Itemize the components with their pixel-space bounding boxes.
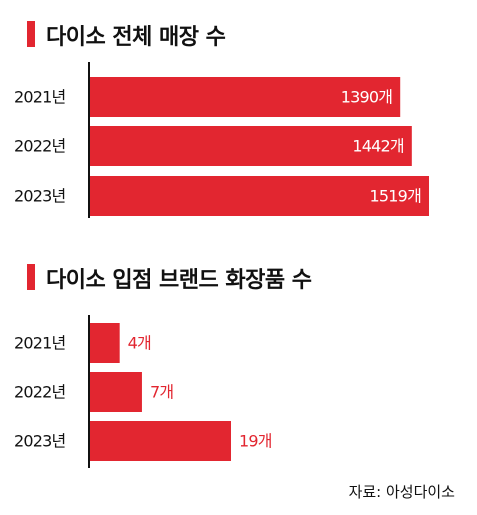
source-note: 자료: 아성다이소 [348,483,455,501]
category-tick-label: 2022년 [14,137,66,156]
bar-value-label: 7개 [150,383,173,402]
bar [90,372,142,412]
chart-title: 다이소 입점 브랜드 화장품 수 [46,268,312,293]
plot-area: 2021년 4개 2022년 7개 2023년 19개 [14,315,273,468]
category-tick-label: 2023년 [14,432,66,451]
bar [90,77,401,117]
bar-value-label: 4개 [128,334,151,353]
bar-value-label: 1442개 [352,137,404,156]
title-accent-bar [27,264,35,290]
bar [90,421,231,461]
bar-value-label: 1519개 [370,187,422,206]
bar-value-label: 19개 [239,432,272,451]
bar [90,323,120,363]
plot-area: 2021년 1390개 2022년 1442개 2023년 1519개 [14,62,429,218]
category-tick-label: 2021년 [14,334,66,353]
chart-title: 다이소 전체 매장 수 [46,25,226,50]
chart-total-stores: 다이소 전체 매장 수 2021년 1390개 2022년 1442개 2023년 151… [0,0,477,240]
category-tick-label: 2021년 [14,88,66,107]
title-accent-bar [27,21,35,47]
category-tick-label: 2023년 [14,187,66,206]
chart-cosmetic-brands: 다이소 입점 브랜드 화장품 수 2021년 4개 2022년 7개 2023년 19개 [0,258,477,473]
category-tick-label: 2022년 [14,383,66,402]
bar [90,126,412,166]
bar [90,176,429,216]
bar-value-label: 1390개 [341,88,393,107]
